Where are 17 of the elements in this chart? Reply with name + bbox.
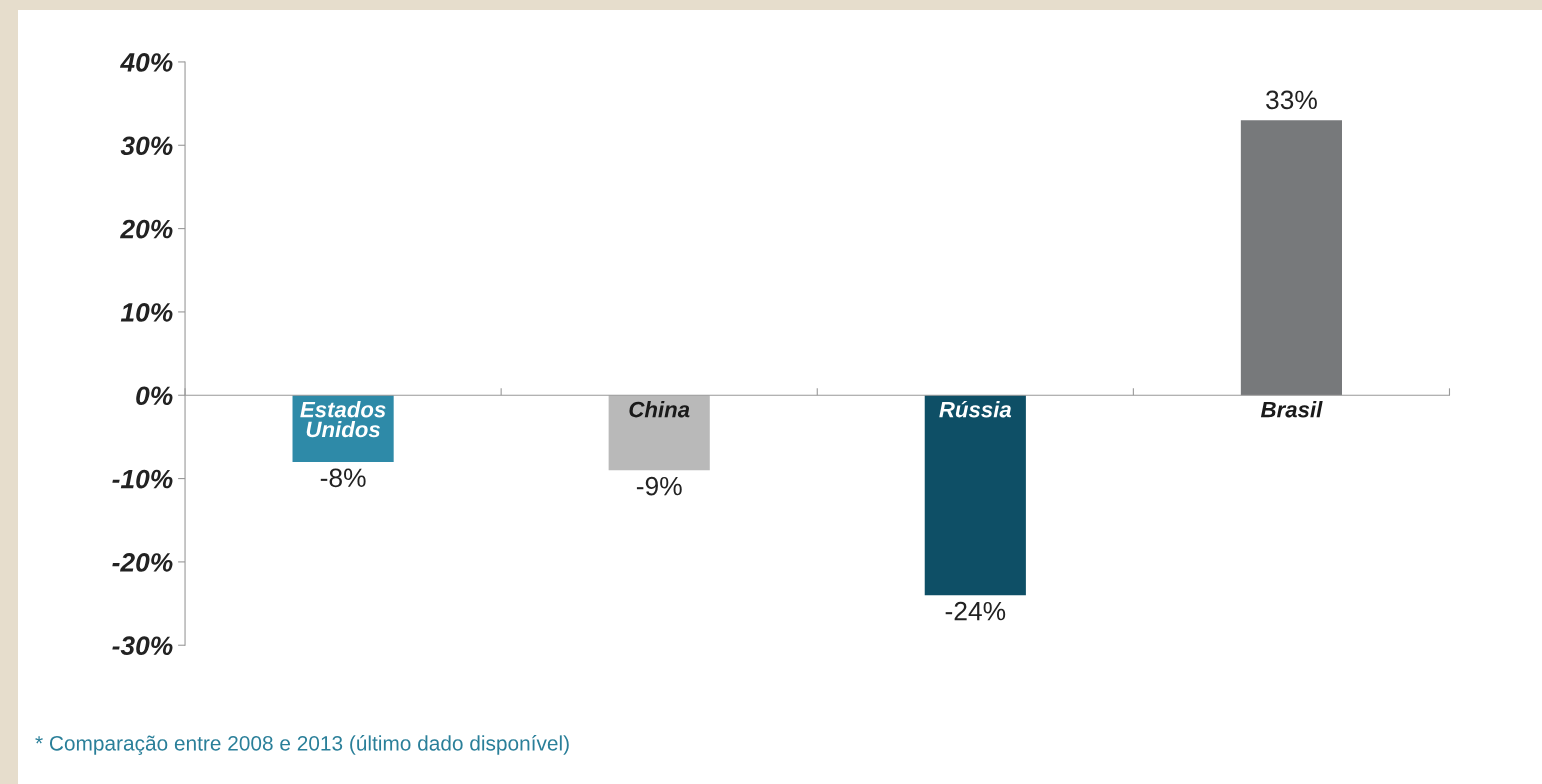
x-tick-label: Rússia <box>939 400 1012 418</box>
data-label: 33% <box>1266 90 1317 110</box>
x-tick-label: Brasil <box>1260 401 1323 418</box>
x-tick-label: Estados Unidos <box>300 401 386 438</box>
data-label: -8% <box>320 468 366 488</box>
data-label: -24% <box>945 601 1006 621</box>
x-tick-label: China <box>629 401 690 418</box>
y-tick-label: 30% <box>120 136 173 156</box>
text: * Comparação entre 2008 e 2013 (último dado disponível) <box>35 735 569 755</box>
y-tick-label: -10% <box>112 469 173 489</box>
y-tick-label: 0% <box>136 386 173 406</box>
y-tick-label: 40% <box>119 53 173 72</box>
y-tick-label: -20% <box>112 553 173 572</box>
y-tick-label: 20% <box>120 219 173 239</box>
data-label: -9% <box>636 476 682 496</box>
y-tick-label: 10% <box>120 303 173 322</box>
y-tick-label: -30% <box>112 636 173 656</box>
